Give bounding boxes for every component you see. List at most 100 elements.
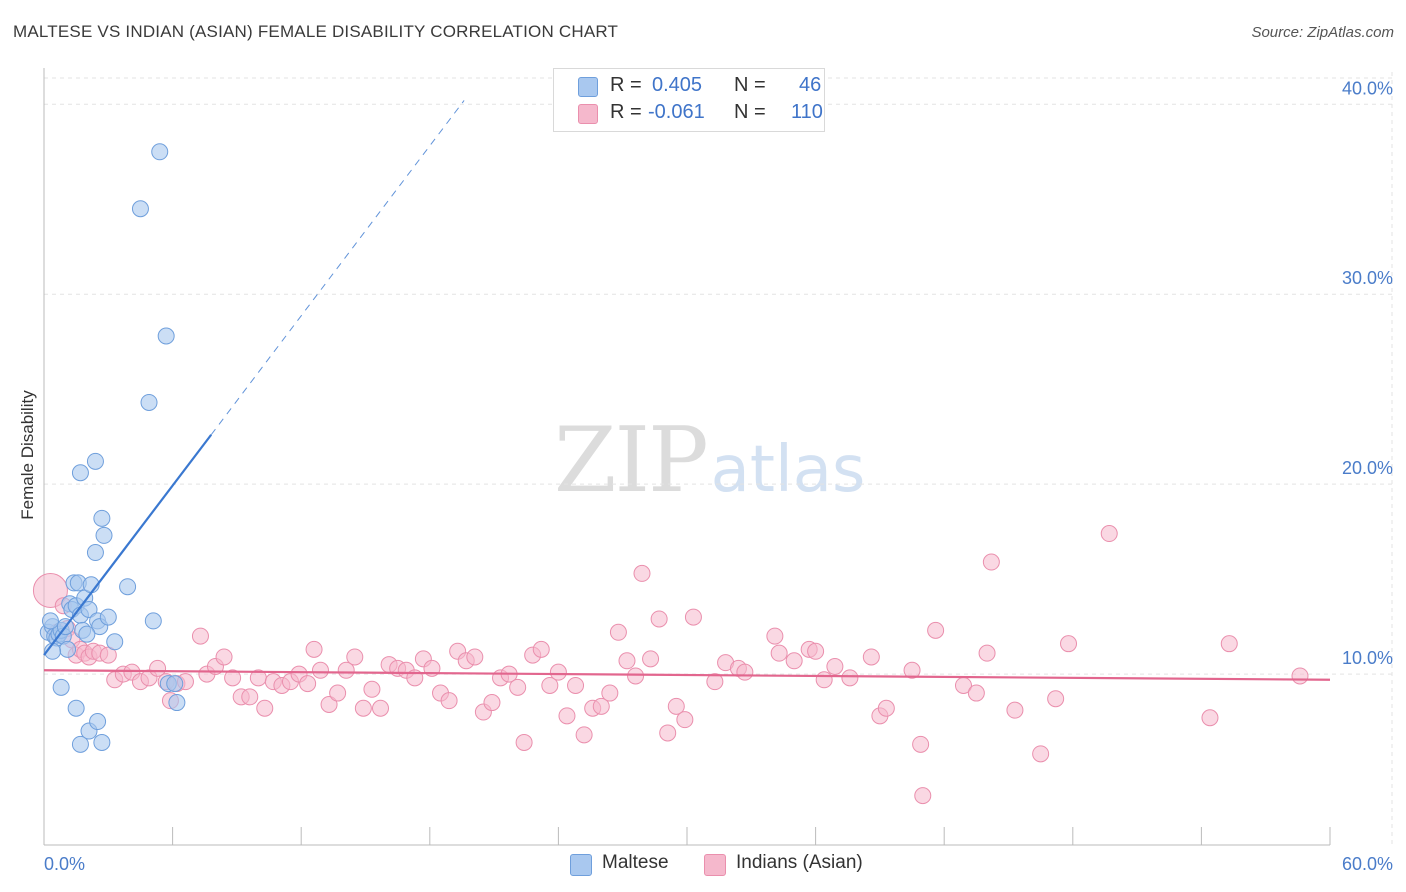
data-point-indians: [1220, 635, 1238, 653]
data-point-indians: [256, 699, 274, 717]
data-point-indians: [191, 627, 209, 645]
y-tick-label: 20.0%: [1342, 458, 1393, 478]
data-point-maltese: [119, 578, 137, 596]
data-point-indians: [807, 642, 825, 660]
data-point-maltese: [166, 675, 184, 693]
stats-box: R = 0.405 N = 46 R = -0.061 N = 110: [553, 68, 825, 132]
data-point-maltese: [140, 393, 158, 411]
data-point-indians: [372, 699, 390, 717]
data-point-indians: [149, 659, 167, 677]
data-point-indians: [841, 669, 859, 687]
data-point-indians: [676, 711, 694, 729]
data-point-indians: [912, 735, 930, 753]
data-point-indians: [785, 652, 803, 670]
data-point-maltese: [52, 678, 70, 696]
x-tick-label: 60.0%: [1342, 854, 1393, 874]
data-point-maltese: [99, 608, 117, 626]
data-point-maltese: [106, 633, 124, 651]
data-point-indians: [592, 697, 610, 715]
data-point-indians: [305, 640, 323, 658]
legend-label-indians: Indians (Asian): [736, 852, 863, 873]
n-label: N =: [734, 101, 766, 123]
data-point-indians: [877, 699, 895, 717]
data-point-maltese: [67, 699, 85, 717]
data-point-indians: [618, 652, 636, 670]
data-point-indians: [329, 684, 347, 702]
n-label: N =: [734, 74, 766, 96]
trendline-indians: [43, 669, 1331, 681]
data-point-indians: [770, 644, 788, 662]
data-point-indians: [1201, 709, 1219, 727]
r-label: R =: [610, 74, 642, 96]
y-tick-label: 10.0%: [1342, 648, 1393, 668]
data-point-maltese: [131, 200, 149, 218]
data-point-indians: [642, 650, 660, 668]
data-point-indians: [982, 553, 1000, 571]
data-point-indians: [1060, 635, 1078, 653]
data-point-indians: [967, 684, 985, 702]
y-tick-label: 40.0%: [1342, 78, 1393, 98]
data-point-indians: [354, 699, 372, 717]
data-point-indians: [299, 675, 317, 693]
data-point-indians: [706, 673, 724, 691]
data-point-indians: [633, 564, 651, 582]
data-point-indians: [541, 676, 559, 694]
indians-swatch: [578, 104, 598, 124]
data-point-maltese: [71, 464, 89, 482]
data-point-indians: [667, 697, 685, 715]
legend-swatch-maltese: [570, 854, 592, 876]
data-point-indians: [509, 678, 527, 696]
data-point-indians: [567, 676, 585, 694]
data-point-indians: [241, 688, 259, 706]
data-point-indians: [575, 726, 593, 744]
data-point-indians: [1006, 701, 1024, 719]
data-point-maltese: [80, 600, 98, 618]
n-value: 46: [799, 74, 822, 96]
data-point-indians: [914, 787, 932, 805]
data-point-indians: [927, 621, 945, 639]
data-point-indians: [609, 623, 627, 641]
data-point-indians: [320, 695, 338, 713]
data-point-maltese: [78, 625, 96, 643]
data-point-indians: [311, 661, 329, 679]
data-point-indians: [659, 724, 677, 742]
data-point-indians: [1291, 667, 1309, 685]
data-point-indians: [978, 644, 996, 662]
legend-label-maltese: Maltese: [602, 852, 669, 873]
data-point-indians: [363, 680, 381, 698]
data-point-indians: [215, 648, 233, 666]
data-point-maltese: [144, 612, 162, 630]
x-tick-label: 0.0%: [44, 854, 85, 874]
data-point-maltese: [168, 694, 186, 712]
data-point-indians: [1047, 690, 1065, 708]
r-label: R =: [610, 101, 642, 123]
data-point-maltese: [157, 327, 175, 345]
data-point-indians: [440, 692, 458, 710]
data-point-maltese: [93, 733, 111, 751]
data-point-indians: [1100, 525, 1118, 543]
r-value: -0.061: [648, 101, 705, 123]
data-point-indians: [815, 671, 833, 689]
data-point-indians: [826, 657, 844, 675]
n-value: 110: [791, 101, 823, 123]
data-point-indians: [532, 640, 550, 658]
data-point-indians: [684, 608, 702, 626]
r-value: 0.405: [652, 74, 703, 96]
data-point-indians: [346, 648, 364, 666]
data-point-maltese: [59, 640, 77, 658]
data-point-maltese: [95, 526, 113, 544]
trendline-maltese-extension: [210, 100, 465, 436]
data-point-indians: [766, 627, 784, 645]
data-point-maltese: [71, 735, 89, 753]
data-point-indians: [862, 648, 880, 666]
legend-swatch-indians: [704, 854, 726, 876]
data-point-maltese: [86, 544, 104, 562]
data-point-indians: [337, 661, 355, 679]
maltese-swatch: [578, 77, 598, 97]
data-point-maltese: [86, 452, 104, 470]
data-point-indians: [483, 694, 501, 712]
data-point-indians: [903, 661, 921, 679]
data-point-maltese: [93, 509, 111, 527]
y-tick-label: 30.0%: [1342, 268, 1393, 288]
